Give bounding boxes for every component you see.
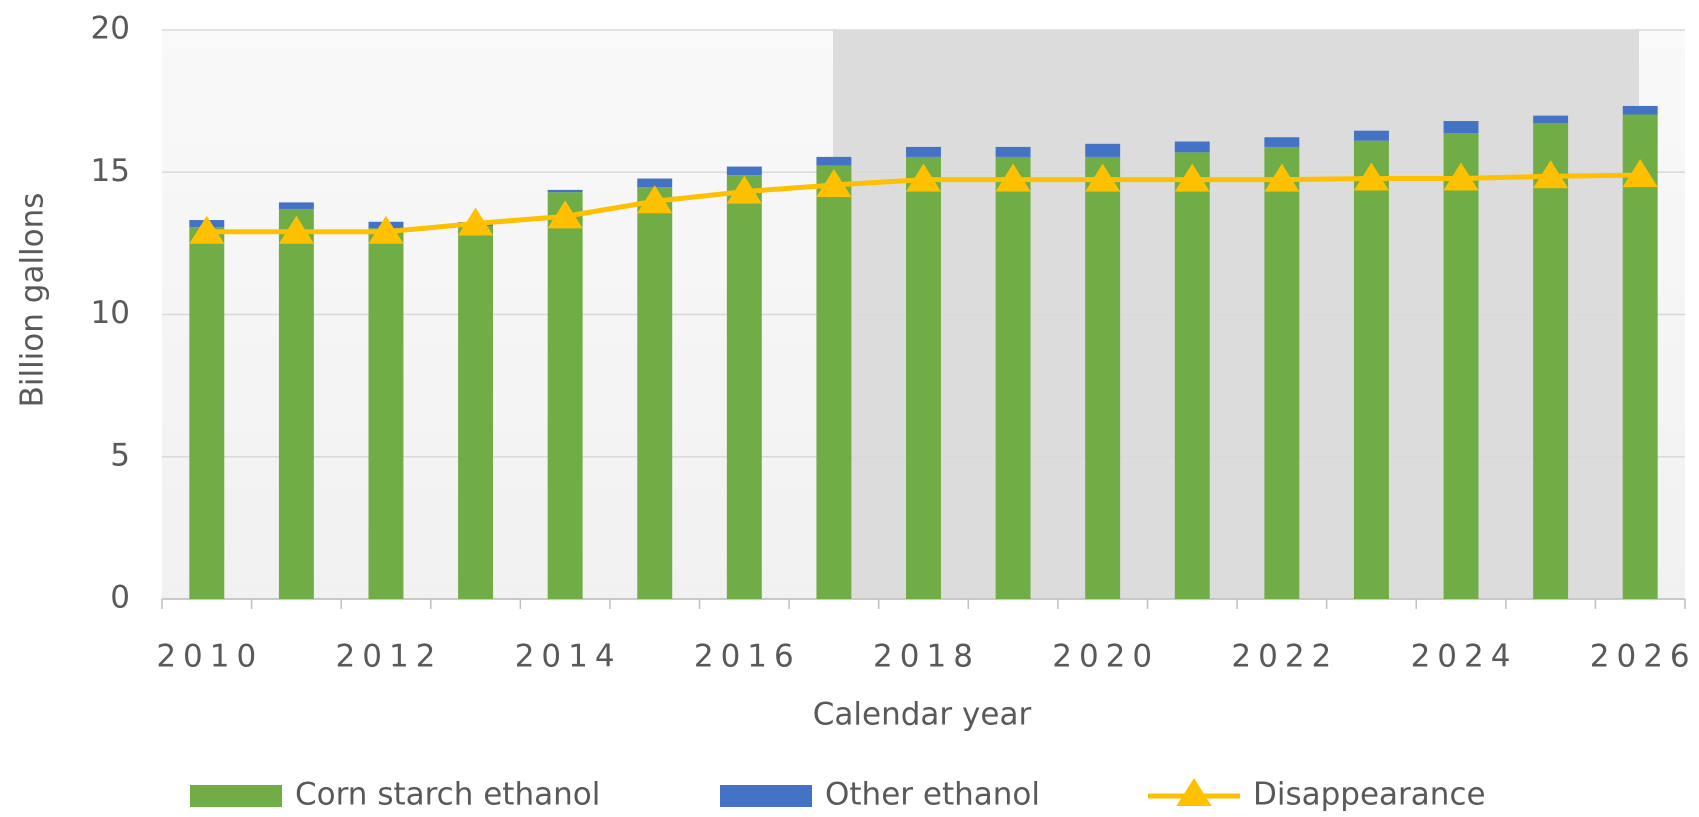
line-marker [905,163,942,192]
y-tick-label: 15 [91,153,130,189]
bar [368,228,404,599]
bar [726,175,762,599]
x-tick-label: 2026 [1590,639,1697,675]
line-marker [278,215,314,244]
bar [1174,141,1210,153]
bar [1085,143,1121,157]
line-marker [726,175,762,204]
y-tick-label: 5 [110,437,130,473]
line-marker [189,215,225,244]
line-marker [995,163,1031,192]
x-tick-label: 2010 [156,639,263,675]
x-tick-label: 2020 [1052,639,1159,675]
x-tick-label: 2018 [873,639,980,675]
bar [1264,146,1300,599]
bar [458,226,494,599]
y-axis-label: Billion gallons [15,193,51,408]
legend-swatch [190,785,282,807]
y-tick-label: 10 [91,295,130,331]
line-marker [1622,159,1658,188]
x-tick-label: 2016 [694,639,801,675]
x-tick-label: 2012 [336,639,443,675]
legend-label: Disappearance [1253,777,1486,813]
line-marker [457,207,494,236]
bar [278,202,314,209]
bar [637,187,673,599]
line-marker [816,169,852,198]
y-tick-label: 20 [91,11,130,47]
line-marker [1443,162,1479,191]
y-tick-label: 0 [110,580,130,616]
bar [1353,140,1389,599]
line-marker [368,215,404,244]
bar [1085,156,1121,599]
bar [189,227,225,599]
bar [1533,115,1569,124]
bar [1622,105,1658,115]
bar [726,166,762,176]
line-marker [1533,160,1569,189]
bar [1443,132,1479,599]
bar [547,189,583,193]
bar [637,178,673,188]
x-axis-label: Calendar year [813,697,1032,733]
bar [1353,130,1389,141]
legend-label: Corn starch ethanol [295,777,600,813]
legend-swatch [720,785,812,807]
line-marker [547,200,583,229]
legend-label: Other ethanol [825,777,1040,813]
line-marker [1353,162,1390,191]
bar [547,192,583,600]
bar [278,208,314,599]
bar [906,156,941,599]
bar [1533,123,1569,599]
x-tick-label: 2014 [515,639,622,675]
bar [1174,152,1210,599]
bar [995,156,1031,599]
legend-marker [1176,778,1212,806]
bar [816,156,852,166]
line-marker [1085,163,1121,192]
bar [1622,114,1658,600]
bar [1443,121,1479,133]
x-tick-label: 2024 [1411,639,1518,675]
bar [816,165,852,599]
bar [1264,137,1300,147]
bar [995,146,1031,157]
line-marker [1264,163,1300,192]
x-tick-label: 2022 [1231,639,1338,675]
line-marker [1174,163,1210,192]
bar [906,146,941,157]
line-marker [637,185,673,214]
